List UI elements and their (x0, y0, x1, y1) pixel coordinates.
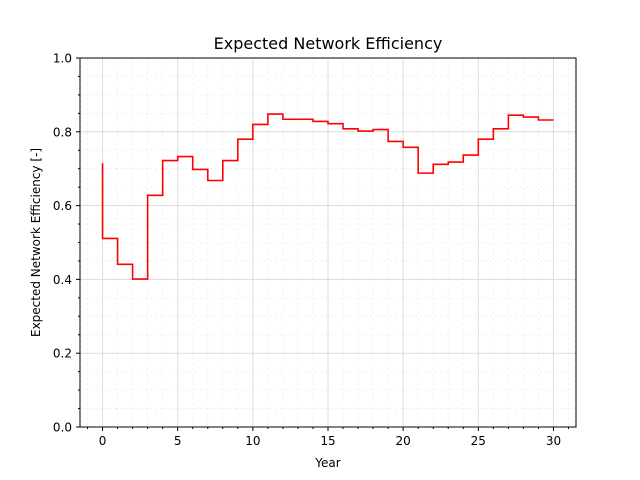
y-axis-label: Expected Network Efficiency [-] (29, 148, 43, 337)
plot-area: 0 5 10 15 20 25 30 0.0 0.2 0.4 0.6 0.8 1.0 (53, 52, 577, 448)
x-axis-label: Year (314, 456, 340, 470)
x-tick-label: 0 (99, 434, 107, 448)
y-tick-label: 0.6 (53, 199, 72, 213)
y-tick-label: 0.4 (53, 273, 72, 287)
y-tick-label: 0.0 (53, 421, 72, 435)
x-axis-ticks: 0 5 10 15 20 25 30 (87, 427, 569, 448)
chart-title: Expected Network Efficiency (214, 34, 443, 53)
y-tick-label: 0.2 (53, 347, 72, 361)
x-tick-label: 15 (320, 434, 335, 448)
series-layer (101, 113, 554, 280)
x-tick-label: 10 (245, 434, 260, 448)
x-tick-label: 30 (546, 434, 561, 448)
y-axis-ticks: 0.0 0.2 0.4 0.6 0.8 1.0 (53, 52, 80, 435)
efficiency-step-line (101, 113, 554, 280)
x-tick-label: 5 (174, 434, 182, 448)
x-tick-label: 20 (396, 434, 411, 448)
y-tick-label: 0.8 (53, 125, 72, 139)
major-grid (80, 58, 576, 427)
x-tick-label: 25 (471, 434, 486, 448)
y-tick-label: 1.0 (53, 52, 72, 66)
